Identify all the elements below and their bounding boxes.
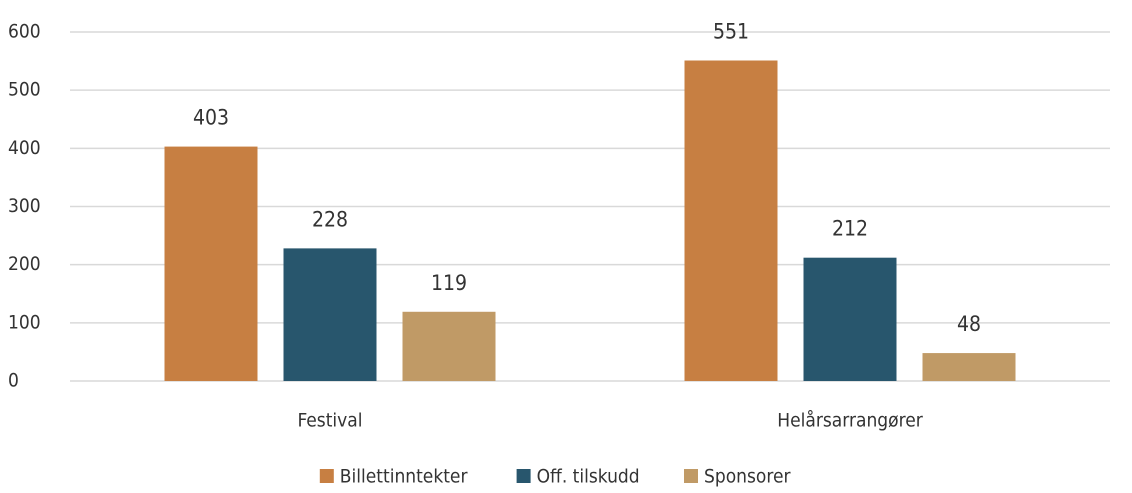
- data-label: 119: [431, 271, 467, 295]
- y-tick-label: 400: [8, 137, 41, 159]
- x-tick-label: Helårsarrangører: [777, 409, 923, 432]
- legend-swatch: [516, 469, 531, 483]
- y-tick-label: 600: [8, 21, 41, 43]
- bar: [402, 311, 496, 381]
- x-tick-label: Festival: [297, 410, 362, 432]
- y-tick-label: 100: [8, 311, 41, 333]
- legend-swatch: [684, 469, 698, 483]
- y-tick-label: 0: [8, 370, 19, 392]
- data-label: 403: [193, 106, 229, 130]
- legend-swatch: [319, 469, 334, 483]
- data-label: 48: [957, 312, 981, 336]
- bar: [684, 60, 778, 381]
- y-tick-label: 200: [8, 253, 41, 275]
- bar: [803, 257, 897, 381]
- y-tick-label: 500: [8, 79, 41, 101]
- data-label: 212: [832, 217, 868, 241]
- data-label: 551: [713, 20, 749, 44]
- legend-label: Billettinntekter: [340, 466, 469, 488]
- legend-label: Off. tilskudd: [537, 466, 640, 488]
- y-tick-label: 300: [8, 195, 41, 217]
- bar: [922, 353, 1016, 381]
- bar: [164, 146, 258, 381]
- data-label: 228: [312, 207, 348, 231]
- legend-label: Sponsorer: [704, 466, 791, 488]
- bar: [283, 248, 377, 381]
